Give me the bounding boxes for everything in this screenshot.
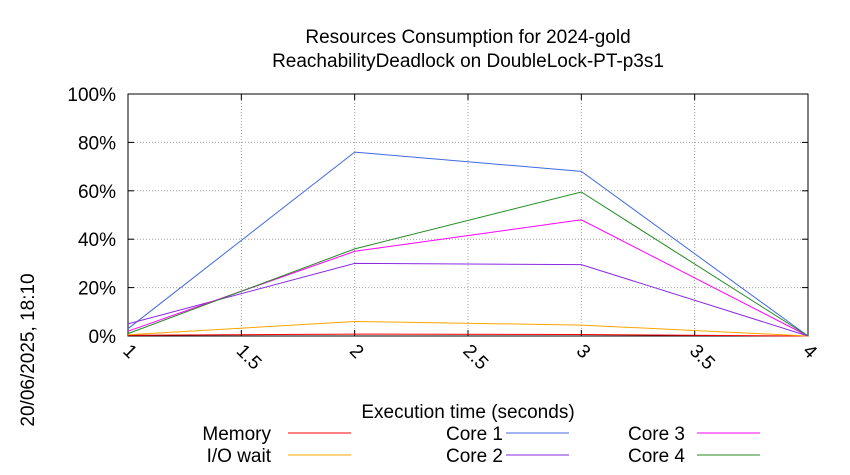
chart-title-line2: ReachabilityDeadlock on DoubleLock-PT-p3… [272, 51, 664, 72]
legend-label-core-3: Core 3 [628, 424, 685, 445]
y-tick-label: 40% [78, 230, 116, 251]
y-tick-label: 60% [78, 182, 116, 203]
legend-label-core-4: Core 4 [628, 446, 685, 467]
x-tick-label: 3 [572, 341, 594, 363]
legend-label-core-1: Core 1 [446, 424, 503, 445]
legend-label-memory: Memory [202, 424, 271, 445]
legend-label-core-2: Core 2 [446, 446, 503, 467]
timestamp-label: 20/06/2025, 18:10 [18, 273, 39, 426]
x-tick-label: 4 [798, 341, 821, 364]
series-line-i-o-wait [127, 320, 809, 337]
x-tick-label: 2 [345, 341, 367, 363]
x-tick-label: 2.5 [458, 341, 492, 375]
series-line-core-1 [127, 151, 809, 337]
grid [128, 94, 808, 336]
series-line-core-4 [127, 191, 809, 337]
y-tick-label: 80% [78, 133, 116, 154]
x-tick-label: 1.5 [232, 341, 266, 375]
y-tick-label: 0% [89, 327, 117, 348]
y-tick-label: 100% [67, 85, 116, 106]
series-line-core-2 [127, 262, 809, 337]
series-lines [127, 151, 809, 337]
y-tick-label: 20% [78, 279, 116, 300]
series-line-memory [127, 333, 809, 337]
x-tick-label: 1 [118, 341, 140, 363]
legend-label-i-o-wait: I/O wait [207, 446, 272, 467]
plot-border [127, 93, 809, 337]
x-tick-label: 3.5 [685, 341, 719, 375]
x-axis-label: Execution time (seconds) [361, 402, 574, 423]
chart-title-line1: Resources Consumption for 2024-gold [305, 27, 630, 48]
